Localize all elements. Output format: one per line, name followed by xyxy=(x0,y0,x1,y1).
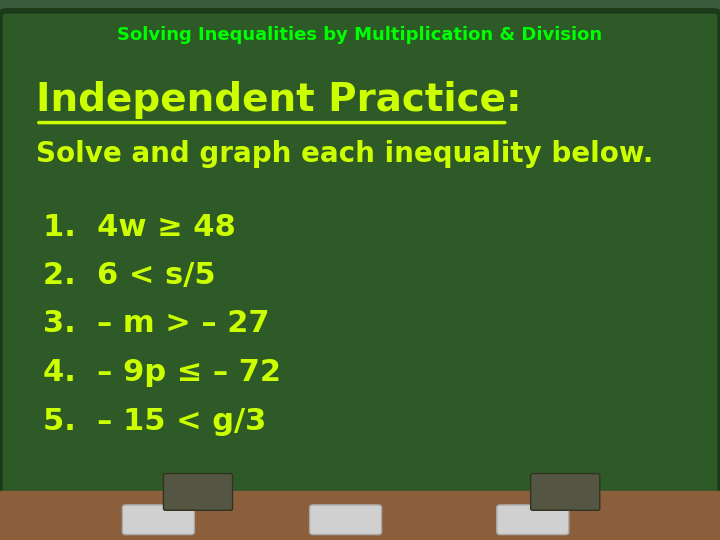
Text: Solving Inequalities by Multiplication & Division: Solving Inequalities by Multiplication &… xyxy=(117,26,603,44)
FancyBboxPatch shape xyxy=(497,505,569,535)
Text: 4.  – 9p ≤ – 72: 4. – 9p ≤ – 72 xyxy=(43,358,282,387)
FancyBboxPatch shape xyxy=(122,505,194,535)
Text: Solve and graph each inequality below.: Solve and graph each inequality below. xyxy=(36,140,653,168)
FancyBboxPatch shape xyxy=(0,11,720,508)
Text: 3.  – m > – 27: 3. – m > – 27 xyxy=(43,309,270,339)
Text: 5.  – 15 < g/3: 5. – 15 < g/3 xyxy=(43,407,266,436)
FancyBboxPatch shape xyxy=(310,505,382,535)
Text: Independent Practice:: Independent Practice: xyxy=(36,81,521,119)
Text: 1.  4w ≥ 48: 1. 4w ≥ 48 xyxy=(43,213,236,242)
Bar xyxy=(0,491,720,540)
FancyBboxPatch shape xyxy=(531,474,600,510)
FancyBboxPatch shape xyxy=(163,474,233,510)
Text: 2.  6 < s/5: 2. 6 < s/5 xyxy=(43,261,216,290)
